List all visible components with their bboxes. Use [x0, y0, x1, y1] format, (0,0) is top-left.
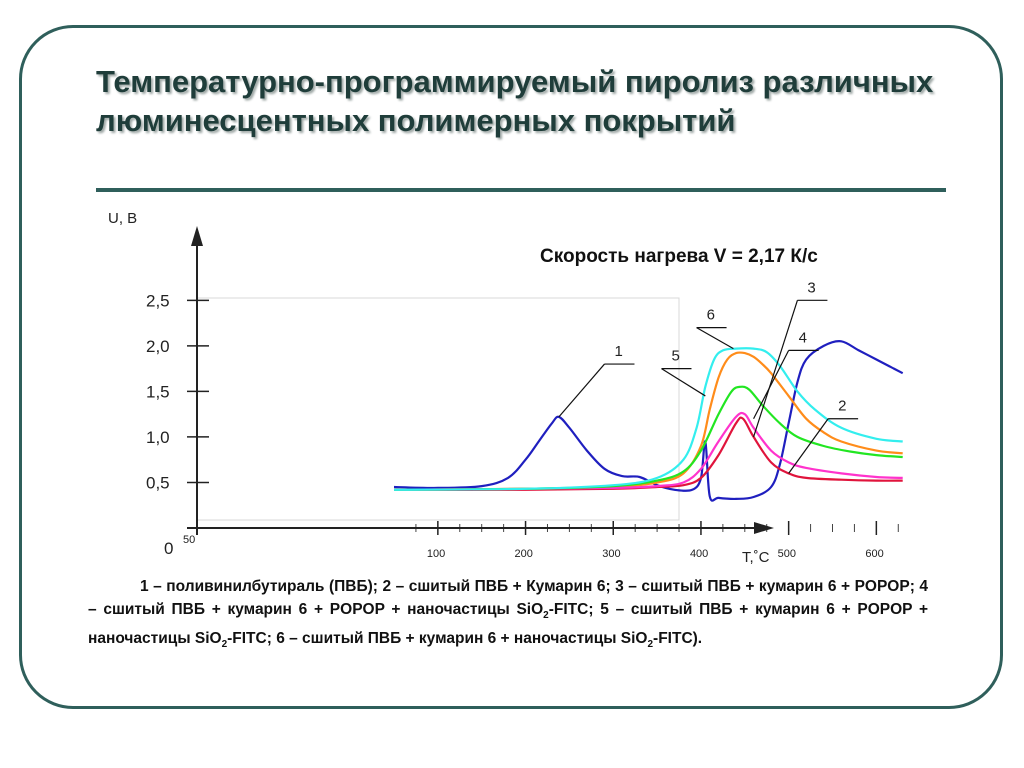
series-line-6: [393, 347, 903, 491]
curve-leader-4: [753, 350, 790, 419]
legend-sub-2: 2: [221, 639, 228, 651]
y-axis-label: U, В: [108, 210, 137, 227]
x-tick-label: 100: [427, 548, 445, 560]
curve-label-6: 6: [707, 307, 715, 324]
x-tick-label: 600: [865, 548, 883, 560]
y-tick-label: 0: [164, 539, 173, 558]
title-divider: [96, 188, 946, 192]
curve-leader-5: [661, 368, 706, 397]
slide-title: Температурно-программируемый пиролиз раз…: [96, 64, 934, 138]
x-tick-label: 50: [183, 534, 195, 546]
curve-leader-3: [752, 300, 798, 438]
curve-leader-1: [558, 363, 605, 418]
curve-label-4: 4: [799, 329, 807, 346]
plot-area: [196, 297, 680, 521]
curve-leader-6: [696, 327, 734, 350]
y-axis-arrow: [191, 226, 203, 246]
curve-label-3: 3: [807, 279, 815, 296]
heating-rate-annotation: Скорость нагрева V = 2,17 К/с: [540, 246, 818, 267]
x-axis-label: T,˚C: [742, 549, 770, 566]
x-tick-label: 400: [690, 548, 708, 560]
x-axis-arrow: [754, 522, 774, 534]
y-tick-label: 2,0: [146, 337, 170, 356]
series-line-4: [393, 411, 903, 491]
legend-text-2: -FITC; 5 – сшитый ПВБ + кумарин 6 + POPO…: [88, 601, 928, 648]
legend-sub-3: 2: [647, 639, 654, 651]
x-tick-label: 500: [778, 548, 796, 560]
series-legend: 1 – поливинилбутираль (ПВБ); 2 – сшитый …: [88, 575, 928, 656]
curve-leader-2: [788, 418, 829, 474]
y-tick-label: 2,5: [146, 291, 170, 310]
legend-text-3: -FITC; 6 – сшитый ПВБ + кумарин 6 + нано…: [227, 630, 648, 648]
legend-text-4: -FITC).: [653, 630, 703, 648]
legend-text-1: 1 – поливинилбутираль (ПВБ); 2 – сшитый …: [88, 578, 928, 618]
curve-label-2: 2: [838, 398, 846, 415]
x-tick-label: 200: [515, 548, 533, 560]
x-tick-label: 300: [602, 548, 620, 560]
curve-label-5: 5: [671, 348, 679, 365]
y-tick-label: 0,5: [146, 473, 170, 492]
y-tick-label: 1,0: [146, 428, 170, 447]
y-tick-label: 1,5: [146, 382, 170, 401]
curve-label-1: 1: [614, 343, 622, 360]
legend-sub-1: 2: [543, 610, 549, 622]
